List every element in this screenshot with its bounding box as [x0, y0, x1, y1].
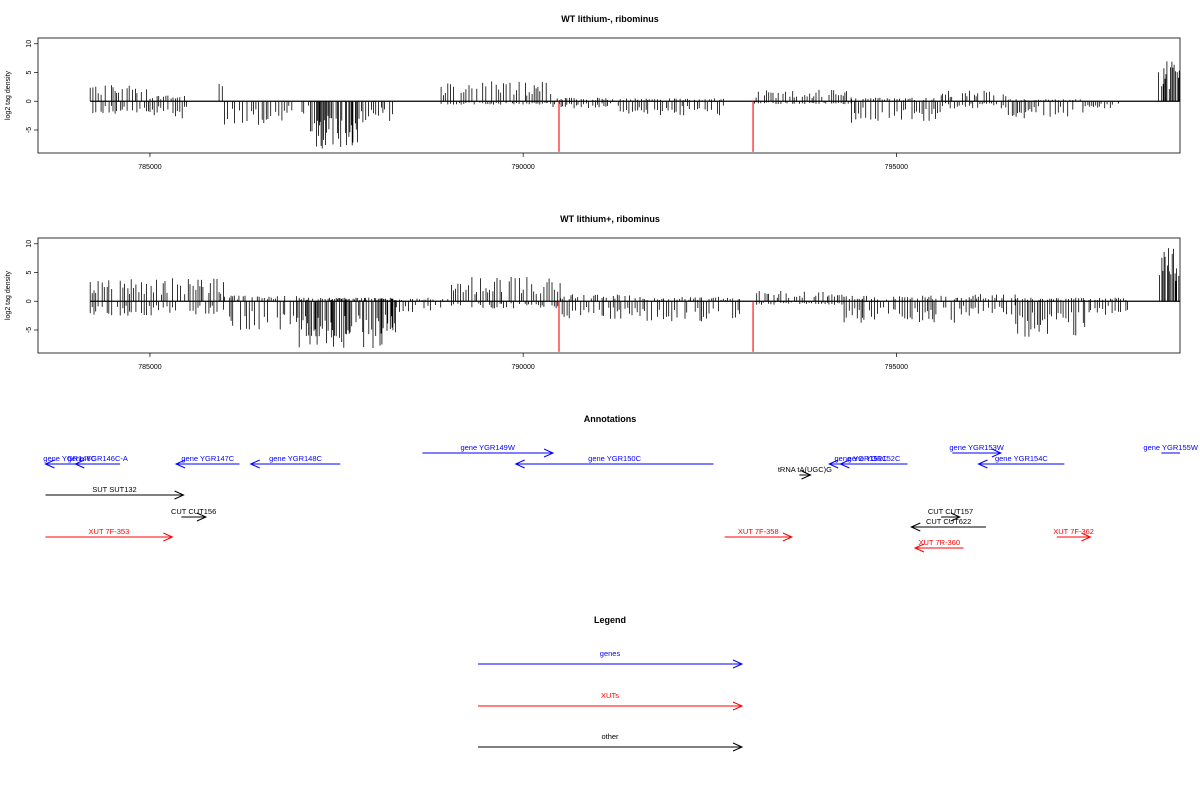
feature-label: gene YGR148C	[269, 454, 322, 463]
feature-label: gene YGR146C	[43, 454, 96, 463]
x-tick-label: 795000	[885, 364, 908, 371]
legend-panel: Legend genes XUTs other	[478, 615, 744, 752]
feature-label: CUT CUT622	[926, 517, 971, 526]
y-axis-label: log2 tag density	[5, 270, 12, 320]
feature-xut: XUT 7R-360	[913, 538, 964, 553]
feature-other: CUT CUT157	[928, 507, 973, 522]
feature-label: CUT CUT156	[171, 507, 216, 516]
plot-frame	[37, 37, 1181, 154]
feature-gene: gene YGR147C	[174, 454, 240, 469]
feature-gene: gene YGR149W	[422, 443, 555, 458]
y-tick-label: 5	[26, 270, 33, 274]
legend-arrow-head	[732, 701, 744, 711]
feature-gene: gene YGR155W	[1143, 443, 1199, 454]
y-axis-label: log2 tag density	[5, 70, 12, 120]
feature-arrow-head	[249, 459, 260, 469]
feature-xut: XUT 7F-362	[1053, 527, 1094, 542]
feature-arrow-head	[991, 448, 1003, 458]
feature-other: CUT CUT156	[171, 507, 216, 522]
legend-title: Legend	[594, 615, 626, 625]
feature-arrow-head	[827, 459, 839, 469]
feature-label: XUT 7R-360	[919, 538, 961, 547]
feature-arrow-head	[1081, 532, 1092, 542]
legend-arrow-head	[732, 659, 744, 669]
density-panel-lithium-plus: WT lithium+, ribominus -5 0 5 10 log2 tag den…	[5, 214, 1181, 371]
x-tick-label: 790000	[511, 164, 534, 171]
x-tick-label: 795000	[885, 164, 908, 171]
legend-item-xut: XUTs	[478, 691, 744, 711]
feature-gene: gene YGR152C	[839, 454, 908, 469]
feature-label: gene YGR153W	[949, 443, 1004, 452]
feature-gene: gene YGR148C	[249, 454, 341, 469]
feature-gene: gene YGR150C	[514, 454, 714, 469]
legend-item-gene: genes	[478, 649, 744, 669]
feature-label: gene YGR147C	[181, 454, 234, 463]
feature-gene: gene YGR154C	[977, 454, 1065, 469]
feature-arrow-head	[44, 459, 55, 469]
feature-gene: gene YGR146C-A	[68, 454, 128, 469]
panel-title: WT lithium+, ribominus	[560, 214, 660, 224]
panel-title: WT lithium-, ribominus	[561, 14, 659, 24]
feature-arrow-head	[514, 459, 525, 469]
y-tick-label: -5	[26, 327, 33, 333]
feature-label: CUT CUT157	[928, 507, 973, 516]
feature-arrow-head	[910, 522, 921, 532]
feature-label: gene YGR154C	[995, 454, 1048, 463]
density-bars	[89, 248, 1180, 348]
y-tick-label: 5	[26, 70, 33, 74]
feature-arrow-head	[839, 459, 850, 469]
x-tick-label: 790000	[511, 364, 534, 371]
feature-arrow-head	[174, 490, 185, 500]
y-tick-label: -5	[26, 127, 33, 133]
feature-label: gene YGR146C-A	[68, 454, 128, 463]
feature-label: SUT SUT132	[92, 485, 136, 494]
y-tick-label: 0	[26, 299, 33, 303]
y-tick-label: 0	[26, 99, 33, 103]
feature-label: tRNA tA(UGC)G	[778, 465, 832, 474]
feature-xut: XUT 7F-353	[45, 527, 174, 542]
legend-label: other	[601, 732, 619, 741]
density-bars	[89, 61, 1180, 149]
feature-arrow-head	[196, 512, 208, 522]
feature-arrow-head	[782, 532, 794, 542]
legend-arrow-head	[732, 742, 744, 752]
feature-label: XUT 7F-362	[1053, 527, 1094, 536]
y-tick-label: 10	[26, 240, 33, 248]
legend-label: genes	[600, 649, 621, 658]
feature-label: gene YGR149W	[460, 443, 515, 452]
legend-label: XUTs	[601, 691, 619, 700]
annotations-title: Annotations	[584, 414, 637, 424]
density-panel-lithium-minus: WT lithium-, ribominus -5 0 5 10 log2 tag den…	[5, 14, 1181, 171]
feature-xut: XUT 7F-358	[724, 527, 794, 542]
x-tick-label: 785000	[138, 164, 161, 171]
feature-arrow-head	[977, 459, 988, 469]
feature-arrow-head	[543, 448, 555, 458]
feature-arrow-head	[913, 543, 925, 553]
feature-arrow-head	[74, 459, 85, 469]
feature-other: CUT CUT622	[910, 517, 986, 532]
plot-frame	[37, 237, 1181, 354]
feature-label: gene YGR151C	[834, 454, 887, 463]
feature-label: XUT 7F-353	[89, 527, 130, 536]
x-tick-label: 785000	[138, 364, 161, 371]
feature-label: XUT 7F-358	[738, 527, 779, 536]
feature-arrow-head	[950, 512, 962, 522]
feature-arrow-head	[163, 532, 174, 542]
feature-label: gene YGR152C	[848, 454, 901, 463]
y-tick-label: 10	[26, 40, 33, 48]
feature-other: tRNA tA(UGC)G	[778, 465, 832, 480]
feature-gene: gene YGR153W	[949, 443, 1005, 458]
feature-label: gene YGR155W	[1143, 443, 1198, 452]
feature-arrow-head	[801, 470, 812, 480]
feature-other: SUT SUT132	[45, 485, 185, 500]
legend-item-other: other	[478, 732, 744, 752]
feature-label: gene YGR150C	[588, 454, 641, 463]
feature-arrow-head	[174, 459, 186, 469]
